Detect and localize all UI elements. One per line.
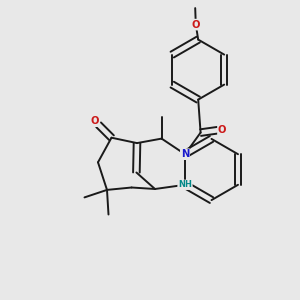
Text: O: O bbox=[191, 20, 200, 30]
Text: O: O bbox=[218, 125, 226, 135]
Text: NH: NH bbox=[178, 180, 192, 189]
Text: N: N bbox=[181, 149, 189, 159]
Text: O: O bbox=[91, 116, 99, 126]
